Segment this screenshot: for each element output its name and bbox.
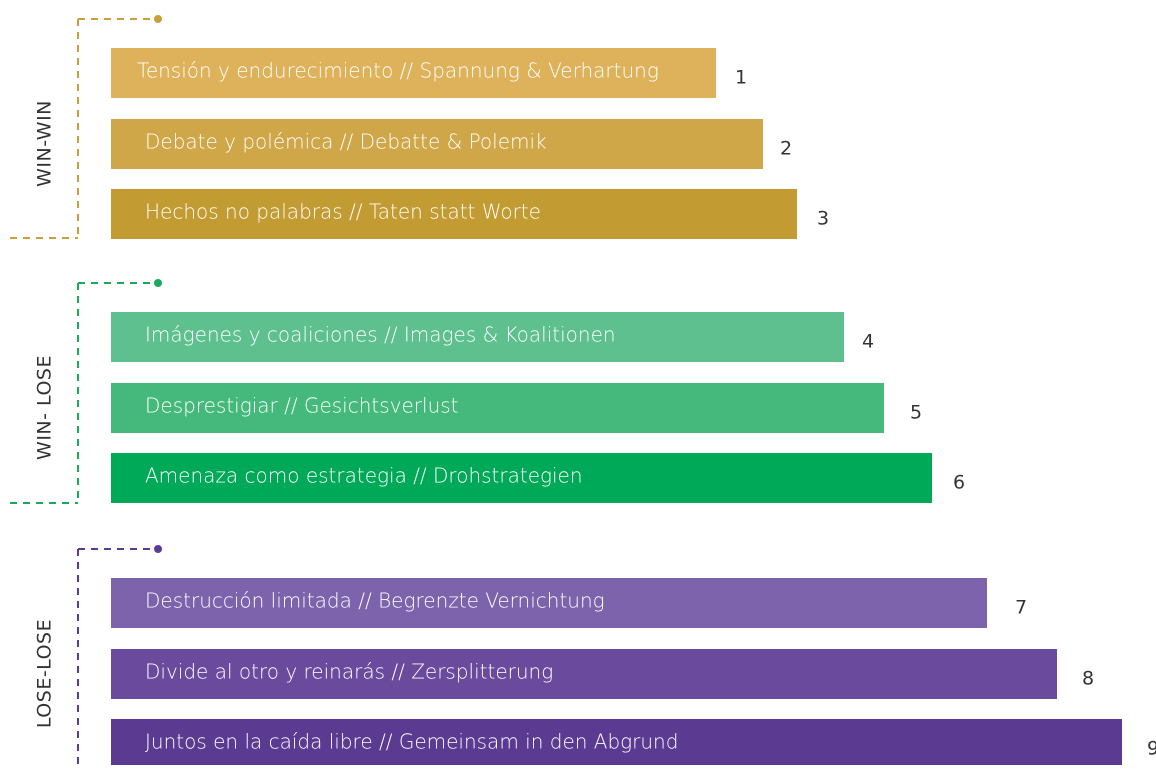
stage-label: Debate y polémica // Debatte & Polemik: [145, 130, 547, 154]
stage-number: 2: [780, 138, 792, 160]
stage-number: 4: [862, 331, 874, 353]
stage-bar: [111, 719, 1122, 769]
stage-bar: [111, 312, 844, 362]
stage-number: 7: [1015, 597, 1027, 619]
stage-label: Amenaza como estrategia // Drohstrategie…: [145, 464, 583, 488]
group-label: LOSE-LOSE: [34, 619, 56, 728]
stage-bar: [111, 48, 716, 98]
stage-label: Destrucción limitada // Begrenzte Vernic…: [145, 589, 605, 613]
stage-label: Imágenes y coaliciones // Images & Koali…: [145, 323, 616, 347]
stage-bar: [111, 578, 987, 628]
stage-label: Tensión y endurecimiento // Spannung & V…: [137, 59, 659, 83]
stage-label: Desprestigiar // Gesichtsverlust: [145, 394, 459, 418]
stage-number: 3: [817, 208, 829, 230]
bracket-dot: [154, 279, 162, 287]
stage-label: Juntos en la caída libre // Gemeinsam in…: [145, 730, 678, 754]
stage-number: 5: [910, 402, 922, 424]
stage-bar: [111, 383, 884, 433]
stage-bar: [111, 189, 797, 239]
stage-number: 8: [1082, 668, 1094, 690]
stage-number: 6: [953, 472, 965, 494]
bracket-dot: [154, 15, 162, 23]
stage-label: Hechos no palabras // Taten statt Worte: [145, 200, 541, 224]
bracket-dot: [154, 545, 162, 553]
stage-bar: [111, 119, 763, 169]
stage-label: Divide al otro y reinarás // Zersplitter…: [145, 660, 553, 684]
stage-number: 9: [1147, 738, 1156, 760]
stage-bar: [111, 649, 1057, 699]
stage-number: 1: [735, 67, 747, 89]
stage-bar: [111, 453, 932, 503]
group-label: WIN- LOSE: [34, 355, 56, 460]
group-label: WIN-WIN: [34, 100, 56, 187]
